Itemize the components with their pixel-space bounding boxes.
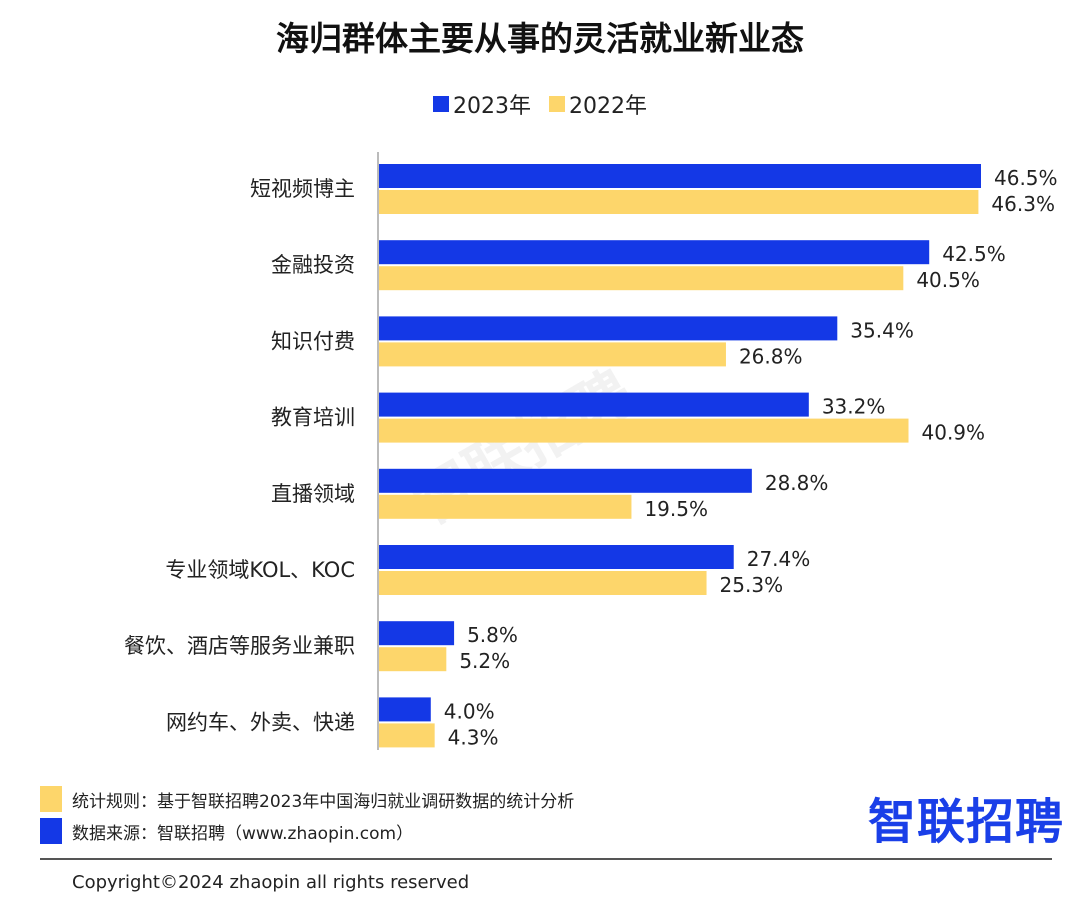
legend-swatch-2023 [433, 96, 449, 112]
divider [40, 858, 1052, 860]
data-label: 46.5% [994, 166, 1058, 190]
data-label: 19.5% [644, 497, 708, 521]
category-label: 网约车、外卖、快递 [166, 710, 355, 734]
chart-title: 海归群体主要从事的灵活就业新业态 [276, 19, 804, 58]
bar-2022年-0 [379, 190, 979, 214]
bar-2022年-6 [379, 647, 447, 672]
data-label: 5.8% [467, 623, 518, 647]
category-label: 餐饮、酒店等服务业兼职 [124, 634, 355, 658]
bar-2023年-4 [379, 468, 752, 493]
data-label: 26.8% [739, 344, 803, 368]
note-source: 数据来源：智联招聘（www.zhaopin.com） [40, 818, 413, 844]
bar-2022年-4 [379, 494, 632, 519]
data-label: 42.5% [942, 242, 1006, 266]
category-label: 直播领域 [271, 482, 355, 506]
category-label: 短视频博主 [250, 177, 355, 201]
data-label: 28.8% [765, 471, 829, 495]
legend-label-2023: 2023年 [453, 94, 531, 119]
data-label: 25.3% [720, 573, 784, 597]
bar-2023年-6 [379, 621, 455, 646]
bar-2023年-3 [379, 392, 809, 417]
data-label: 46.3% [991, 192, 1055, 216]
data-label: 4.0% [444, 699, 495, 723]
bar-2023年-7 [379, 697, 431, 722]
data-label: 40.5% [916, 268, 980, 292]
category-label: 教育培训 [271, 406, 355, 430]
data-label: 35.4% [850, 318, 914, 342]
bar-2022年-7 [379, 723, 435, 748]
category-label: 金融投资 [271, 253, 355, 277]
legend-item-2023: 2023年 [433, 88, 531, 120]
bar-2023年-0 [379, 164, 981, 188]
data-label: 33.2% [822, 395, 886, 419]
copyright: Copyright©2024 zhaopin all rights reserv… [72, 872, 470, 893]
zhaopin-logo: 智联招聘 [868, 794, 1065, 850]
bar-2023年-5 [379, 545, 734, 569]
bar-2022年-2 [379, 342, 726, 367]
data-label: 5.2% [459, 649, 510, 673]
category-label: 专业领域KOL、KOC [165, 558, 355, 582]
bar-2023年-2 [379, 316, 838, 341]
bar-2022年-5 [379, 571, 707, 595]
legend-swatch-2022 [549, 96, 565, 112]
bar-2022年-3 [379, 418, 909, 443]
note-rule: 统计规则：基于智联招聘2023年中国海归就业调研数据的统计分析 [40, 786, 574, 812]
category-label: 知识付费 [271, 329, 355, 353]
legend-label-2022: 2022年 [569, 94, 647, 119]
legend-item-2022: 2022年 [549, 88, 647, 120]
note-source-text: 数据来源：智联招聘（www.zhaopin.com） [72, 823, 414, 844]
data-label: 4.3% [448, 725, 499, 749]
bar-2022年-1 [379, 266, 904, 291]
legend: 2023年 2022年 [0, 88, 1080, 120]
bar-chart: 短视频博主 46.5%46.3% 金融投资 42.5%40.5% 知识付费 35.4% 26… [124, 152, 1058, 750]
note-rule-text: 统计规则：基于智联招聘2023年中国海归就业调研数据的统计分析 [72, 791, 575, 812]
data-label: 27.4% [747, 547, 811, 571]
note-swatch-blue [40, 818, 62, 844]
bar-2023年-1 [379, 240, 930, 265]
note-swatch-yellow [40, 786, 62, 812]
data-label: 40.9% [922, 421, 986, 445]
